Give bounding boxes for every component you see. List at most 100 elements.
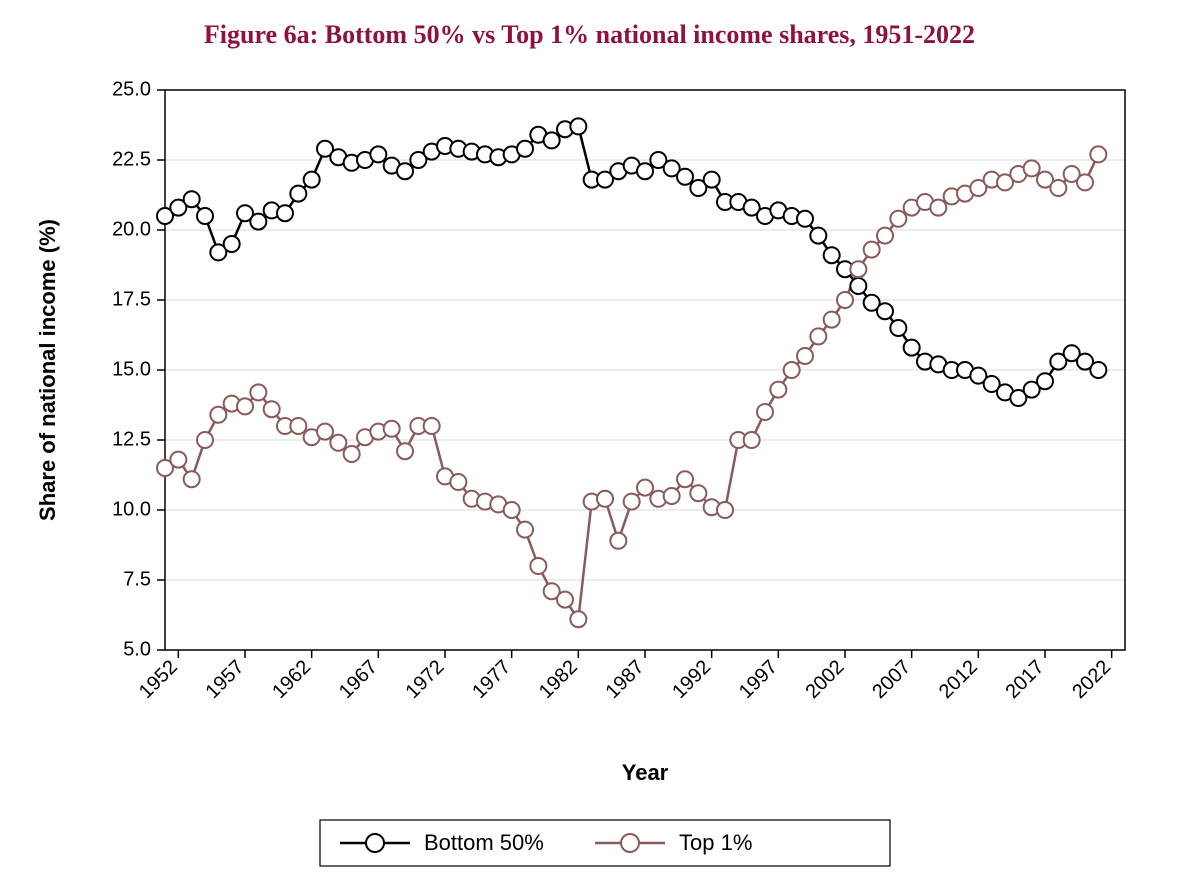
x-tick-label: 1977 bbox=[468, 656, 515, 703]
x-tick-label: 2007 bbox=[868, 656, 915, 703]
series-marker-0 bbox=[370, 146, 386, 162]
x-tick-label: 1967 bbox=[335, 656, 382, 703]
series-marker-1 bbox=[210, 407, 226, 423]
y-tick-label: 12.5 bbox=[112, 428, 151, 450]
series-marker-1 bbox=[690, 485, 706, 501]
series-marker-1 bbox=[570, 611, 586, 627]
x-tick-label: 1957 bbox=[202, 656, 249, 703]
x-tick-label: 1992 bbox=[668, 656, 715, 703]
series-marker-0 bbox=[197, 208, 213, 224]
series-marker-1 bbox=[677, 471, 693, 487]
series-marker-1 bbox=[610, 533, 626, 549]
x-tick-label: 1972 bbox=[402, 656, 449, 703]
series-marker-1 bbox=[517, 522, 533, 538]
legend-marker bbox=[366, 834, 384, 852]
series-marker-0 bbox=[290, 186, 306, 202]
series-marker-1 bbox=[1050, 180, 1066, 196]
series-marker-0 bbox=[250, 214, 266, 230]
series-marker-1 bbox=[330, 435, 346, 451]
series-marker-1 bbox=[397, 443, 413, 459]
series-marker-1 bbox=[757, 404, 773, 420]
series-marker-0 bbox=[850, 278, 866, 294]
series-marker-1 bbox=[1077, 174, 1093, 190]
series-marker-0 bbox=[517, 141, 533, 157]
series-marker-0 bbox=[890, 320, 906, 336]
series-marker-1 bbox=[197, 432, 213, 448]
series-marker-1 bbox=[530, 558, 546, 574]
legend-label: Top 1% bbox=[679, 830, 752, 855]
series-marker-1 bbox=[317, 424, 333, 440]
series-marker-1 bbox=[170, 452, 186, 468]
series-marker-1 bbox=[877, 228, 893, 244]
y-tick-label: 10.0 bbox=[112, 498, 151, 520]
series-marker-1 bbox=[664, 488, 680, 504]
series-marker-1 bbox=[1090, 146, 1106, 162]
series-marker-1 bbox=[264, 401, 280, 417]
series-marker-1 bbox=[184, 471, 200, 487]
series-marker-1 bbox=[864, 242, 880, 258]
series-marker-1 bbox=[837, 292, 853, 308]
series-marker-1 bbox=[557, 592, 573, 608]
series-marker-0 bbox=[904, 340, 920, 356]
x-tick-label: 1962 bbox=[268, 656, 315, 703]
x-tick-label: 2002 bbox=[802, 656, 849, 703]
series-marker-1 bbox=[344, 446, 360, 462]
series-marker-1 bbox=[717, 502, 733, 518]
series-marker-1 bbox=[237, 398, 253, 414]
series-marker-1 bbox=[744, 432, 760, 448]
series-marker-0 bbox=[544, 132, 560, 148]
series-marker-1 bbox=[637, 480, 653, 496]
y-tick-label: 17.5 bbox=[112, 288, 151, 310]
series-marker-1 bbox=[770, 382, 786, 398]
series-marker-0 bbox=[1037, 373, 1053, 389]
series-marker-0 bbox=[704, 172, 720, 188]
y-tick-label: 22.5 bbox=[112, 148, 151, 170]
series-marker-1 bbox=[504, 502, 520, 518]
series-marker-0 bbox=[677, 169, 693, 185]
x-tick-label: 2017 bbox=[1002, 656, 1049, 703]
series-marker-1 bbox=[850, 261, 866, 277]
series-marker-0 bbox=[184, 191, 200, 207]
series-marker-1 bbox=[824, 312, 840, 328]
series-marker-1 bbox=[450, 474, 466, 490]
series-marker-0 bbox=[397, 163, 413, 179]
series-marker-0 bbox=[637, 163, 653, 179]
y-tick-label: 20.0 bbox=[112, 218, 151, 240]
series-marker-0 bbox=[877, 303, 893, 319]
line-chart: 5.0 7.5 10.0 12.5 15.0 17.5 20.0 22.5 25.0 1952 19… bbox=[0, 0, 1179, 883]
x-tick-label: 2022 bbox=[1068, 656, 1115, 703]
series-marker-1 bbox=[797, 348, 813, 364]
series-marker-0 bbox=[570, 118, 586, 134]
series-marker-1 bbox=[810, 328, 826, 344]
x-tick-label: 2012 bbox=[935, 656, 982, 703]
series-marker-0 bbox=[810, 228, 826, 244]
series-marker-0 bbox=[224, 236, 240, 252]
x-tick-label: 1987 bbox=[602, 656, 649, 703]
x-tick-label: 1997 bbox=[735, 656, 782, 703]
series-marker-0 bbox=[277, 205, 293, 221]
y-axis-title: Share of national income (%) bbox=[35, 219, 60, 521]
x-tick-label: 1952 bbox=[135, 656, 182, 703]
y-tick-label: 5.0 bbox=[123, 638, 151, 660]
series-marker-1 bbox=[784, 362, 800, 378]
y-tick-label: 25.0 bbox=[112, 78, 151, 100]
series-marker-1 bbox=[1024, 160, 1040, 176]
series-marker-1 bbox=[890, 211, 906, 227]
series-marker-0 bbox=[1090, 362, 1106, 378]
series-marker-1 bbox=[624, 494, 640, 510]
series-marker-0 bbox=[797, 211, 813, 227]
series-marker-0 bbox=[304, 172, 320, 188]
series-marker-1 bbox=[384, 421, 400, 437]
y-tick-label: 15.0 bbox=[112, 358, 151, 380]
series-marker-1 bbox=[930, 200, 946, 216]
series-marker-1 bbox=[597, 491, 613, 507]
series-marker-0 bbox=[824, 247, 840, 263]
x-tick-label: 1982 bbox=[535, 656, 582, 703]
y-tick-label: 7.5 bbox=[123, 568, 151, 590]
legend-marker bbox=[621, 834, 639, 852]
legend-label: Bottom 50% bbox=[424, 830, 544, 855]
series-marker-1 bbox=[290, 418, 306, 434]
series-marker-1 bbox=[424, 418, 440, 434]
x-axis-title: Year bbox=[622, 760, 669, 785]
series-marker-1 bbox=[250, 384, 266, 400]
